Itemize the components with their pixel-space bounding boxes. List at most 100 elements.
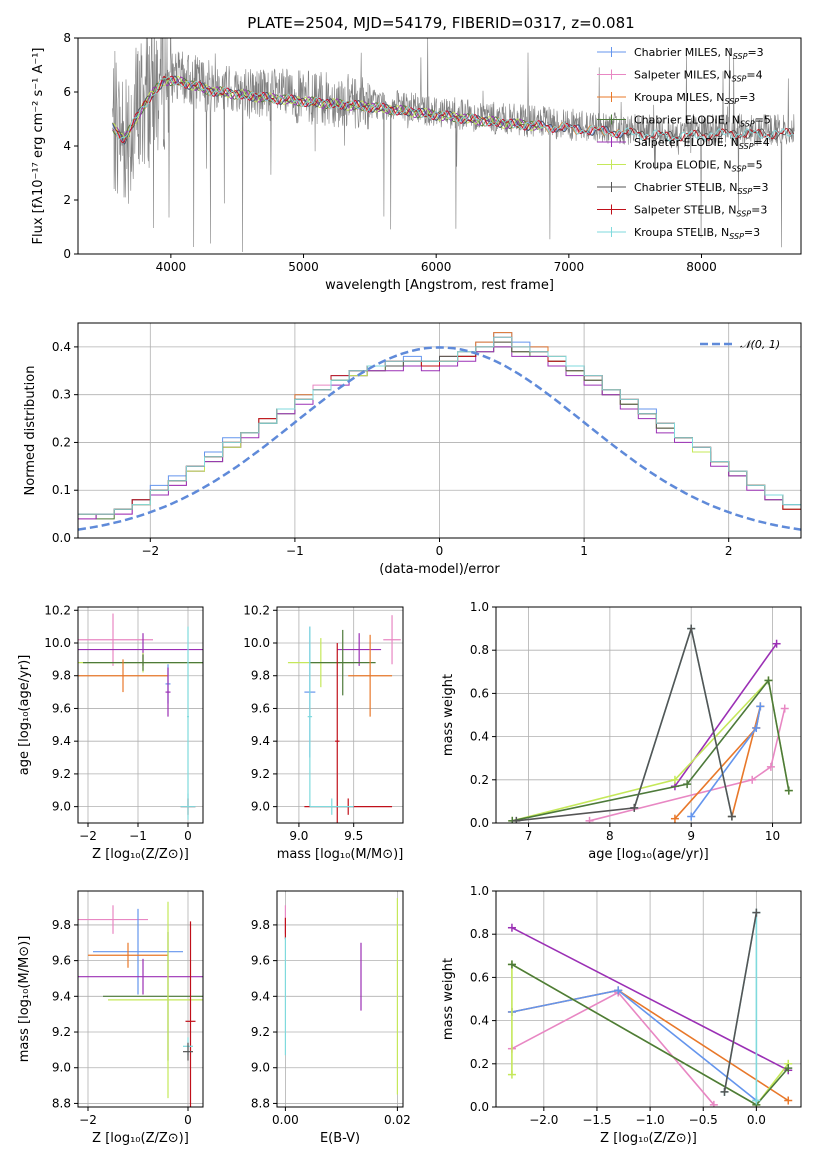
- z-mass-xlabel: Z [log₁₀(Z/Z⊙)]: [92, 1131, 189, 1146]
- z-mass-ytick-label: 9.8: [52, 918, 71, 932]
- weight-marker-chabrier_elodie: [683, 780, 692, 789]
- errorbar-salpeter_elodie: [165, 667, 171, 717]
- weight-marker-chabrier_elodie: [784, 1064, 793, 1073]
- errorbar-kroupa_stelib: [307, 626, 313, 807]
- spectrum-xtick-label: 6000: [421, 260, 452, 274]
- residuals-xtick-label: −1: [286, 544, 304, 558]
- weight-marker-chabrier_miles: [756, 702, 765, 711]
- ebv-mass-xtick-label: 0.00: [272, 1113, 299, 1127]
- weight-line-salpeter_elodie: [674, 643, 778, 787]
- errorbar-chabrier_elodie: [309, 629, 376, 696]
- errorbar-salpeter_elodie: [78, 958, 203, 995]
- weight-line-chabrier_stelib: [723, 912, 758, 1093]
- residuals-xtick-label: 0: [436, 544, 444, 558]
- spectrum-ytick-label: 2: [63, 193, 71, 207]
- z-age-ytick-label: 9.4: [52, 734, 71, 748]
- spectrum-legend: Chabrier MILES, NSSP=3 Salpeter MILES, NS…: [597, 46, 771, 241]
- errorbar-chabrier_stelib: [183, 1042, 193, 1061]
- weight-line-kroupa_miles: [674, 706, 762, 820]
- spectrum-xtick-label: 7000: [554, 260, 585, 274]
- z-weight-ytick-label: 0.6: [470, 970, 489, 984]
- weight-marker-chabrier_elodie: [784, 786, 793, 795]
- age-weight-xtick-label: 10: [765, 829, 780, 843]
- z-age-ytick-label: 10.2: [44, 603, 71, 617]
- errorbar-kroupa_miles: [78, 659, 168, 693]
- z-mass-ytick-label: 9.6: [52, 954, 71, 968]
- residuals-ytick-label: 0.1: [52, 483, 71, 497]
- weight-marker-salpeter_miles: [780, 704, 789, 713]
- ebv-mass-plot-area: [284, 898, 398, 1095]
- residuals-xtick-label: 1: [580, 544, 588, 558]
- weight-marker-chabrier_stelib: [752, 908, 761, 917]
- weight-marker-kroupa_elodie: [507, 1070, 516, 1079]
- spectrum-plot-area: [112, 38, 795, 253]
- z-age-ytick-label: 9.0: [52, 800, 71, 814]
- weight-marker-chabrier_miles: [687, 812, 696, 821]
- weight-marker-salpeter_miles: [709, 1100, 718, 1107]
- age-weight-xtick-label: 7: [525, 829, 533, 843]
- spectrum-ytick-label: 4: [63, 139, 71, 153]
- z-weight-ytick-label: 1.0: [470, 884, 489, 898]
- age-weight-ytick-label: 0.6: [470, 686, 489, 700]
- mass-age-panel: 9.0 9.5 9.0 9.2 9.4 9.6 9.8 10.0 10.2 mass [log₁₀…: [243, 603, 404, 862]
- weight-marker-chabrier_stelib: [687, 624, 696, 633]
- errorbar-salpeter_stelib: [335, 643, 340, 823]
- mass-age-ytick-label: 9.8: [251, 669, 270, 683]
- z-mass-xtick-label: 0: [184, 1113, 192, 1127]
- spectrum-ytick-label: 6: [63, 85, 71, 99]
- weight-marker-chabrier_stelib: [512, 816, 521, 823]
- z-age-frame: [77, 606, 204, 824]
- age-weight-plot-area: [508, 624, 793, 823]
- weight-marker-salpeter_miles: [585, 816, 594, 823]
- weight-line-chabrier_elodie: [512, 678, 790, 822]
- errorbar-kroupa_stelib: [309, 798, 354, 815]
- legend-label-kroupa_elodie: Kroupa ELODIE, NSSP=5: [634, 159, 763, 174]
- mass-age-frame: [276, 606, 404, 824]
- z-weight-ytick-label: 0.4: [470, 1014, 489, 1028]
- z-age-xtick-label: −2: [79, 829, 97, 843]
- weight-line-chabrier_stelib: [516, 625, 733, 822]
- z-weight-ytick-label: 0.8: [470, 927, 489, 941]
- weight-marker-kroupa_stelib: [752, 1096, 761, 1105]
- z-age-ytick-label: 9.6: [52, 701, 71, 715]
- weight-marker-kroupa_miles: [670, 814, 679, 823]
- z-weight-xtick-label: −1.5: [582, 1113, 611, 1127]
- z-mass-ytick-label: 9.0: [52, 1061, 71, 1075]
- mass-age-ytick-label: 9.0: [251, 800, 270, 814]
- weight-marker-salpeter_miles: [748, 775, 757, 784]
- errorbar-kroupa_miles: [348, 634, 393, 717]
- weight-marker-chabrier_stelib: [720, 1087, 729, 1096]
- age-weight-xlabel: age [log₁₀(age/yr)]: [588, 847, 709, 862]
- z-weight-panel: −2.0 −1.5 −1.0 −0.5 0.0 0.0 0.2 0.4 0.6 0.8 1.0 Z […: [441, 884, 802, 1146]
- weight-marker-chabrier_stelib: [727, 812, 736, 821]
- residuals-ytick-label: 0.3: [52, 388, 71, 402]
- residuals-ytick-label: 0.0: [52, 531, 71, 545]
- weight-marker-salpeter_elodie: [772, 639, 781, 648]
- ebv-mass-ytick-label: 9.4: [251, 989, 270, 1003]
- age-weight-xtick-label: 8: [606, 829, 614, 843]
- age-weight-xtick-label: 9: [687, 829, 695, 843]
- errorbar-salpeter_miles: [78, 613, 153, 666]
- mass-age-ytick-label: 10.0: [243, 636, 270, 650]
- spectrum-xtick-label: 8000: [686, 260, 717, 274]
- z-age-xtick-label: −1: [129, 829, 147, 843]
- age-weight-ytick-label: 0.0: [470, 816, 489, 830]
- model-spectrum-chabrier_elodie: [112, 77, 543, 140]
- spectrum-panel: 4000 5000 6000 7000 8000 0 2 4 6 8 wavelength [Ang…: [31, 31, 802, 293]
- age-weight-frame: [495, 606, 802, 824]
- residuals-xtick-label: −2: [141, 544, 159, 558]
- z-mass-ytick-label: 9.4: [52, 989, 71, 1003]
- ebv-mass-xlabel: E(B-V): [320, 1131, 360, 1146]
- spectrum-xlabel: wavelength [Angstrom, rest frame]: [325, 278, 554, 293]
- ebv-mass-ytick-label: 9.0: [251, 1061, 270, 1075]
- weight-marker-salpeter_miles: [766, 762, 775, 771]
- residuals-ylabel: Normed distribution: [23, 366, 38, 496]
- errorbar-kroupa_elodie: [108, 901, 203, 1099]
- legend-label-kroupa_miles: Kroupa MILES, NSSP=3: [634, 91, 755, 106]
- z-age-xlabel: Z [log₁₀(Z/Z⊙)]: [92, 847, 189, 862]
- mass-age-xtick-label: 9.0: [289, 829, 308, 843]
- z-weight-xtick-label: −1.0: [636, 1113, 665, 1127]
- errorbar-kroupa_miles: [88, 942, 168, 968]
- ebv-mass-xtick-label: 0.02: [384, 1113, 411, 1127]
- legend-label-chabrier_miles: Chabrier MILES, NSSP=3: [634, 46, 764, 61]
